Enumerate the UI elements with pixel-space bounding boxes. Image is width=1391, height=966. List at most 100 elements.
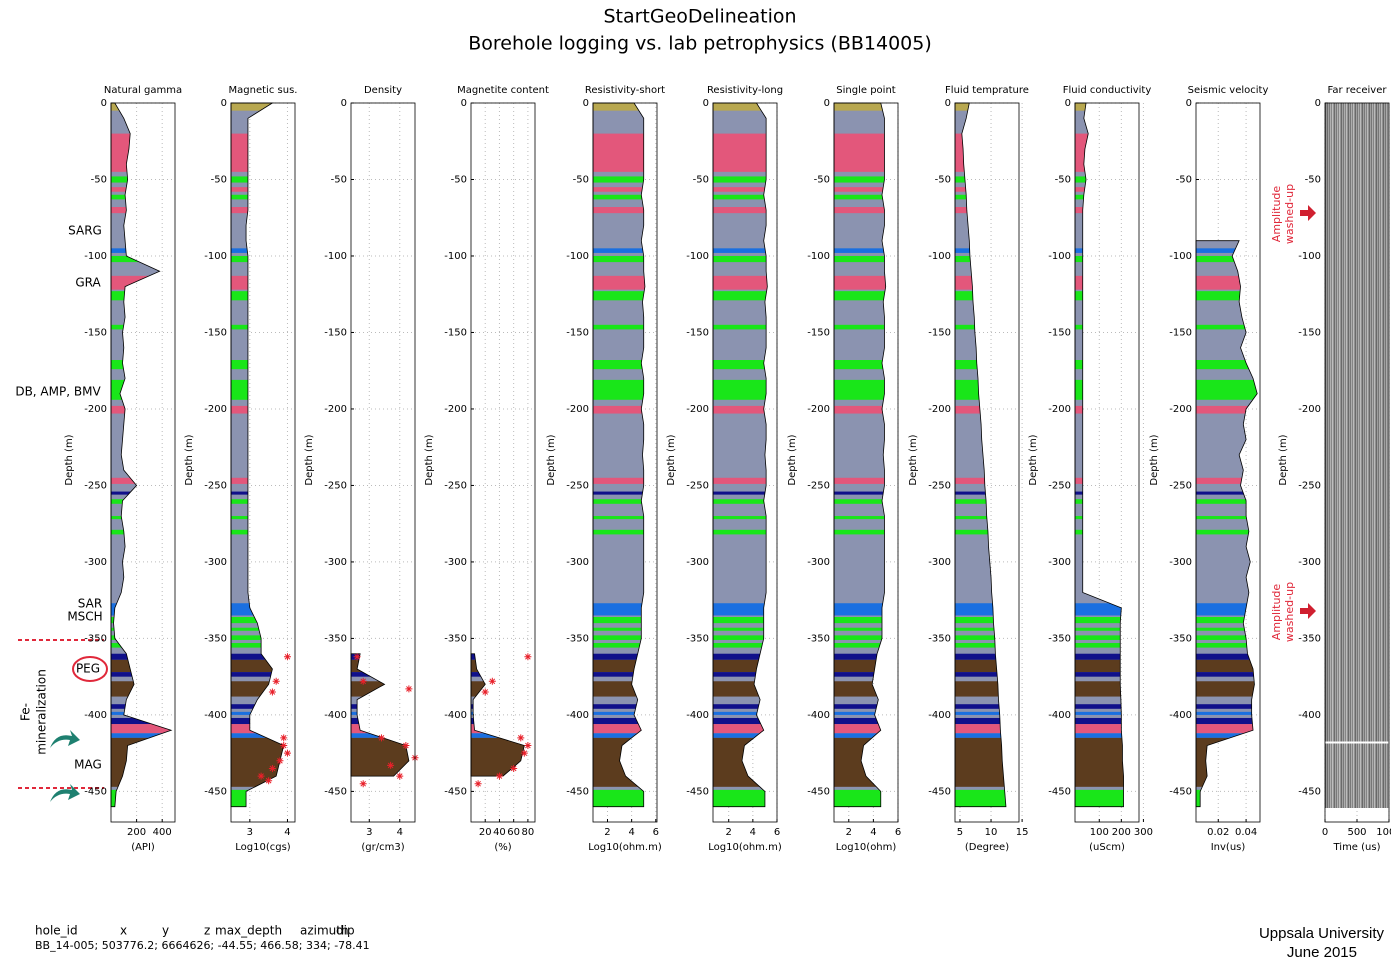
- y-tick-label: -350: [928, 633, 951, 644]
- lithology-band: [1075, 654, 1139, 660]
- lab-point: [517, 734, 524, 741]
- lithology-band: [111, 738, 175, 787]
- y-tick-label: -150: [204, 327, 227, 338]
- y-tick-label: -200: [807, 404, 830, 415]
- lithology-band: [1075, 712, 1139, 715]
- lithology-band: [593, 406, 657, 414]
- lithology-band: [955, 134, 1019, 172]
- lithology-band: [111, 635, 175, 640]
- lithology-band: [231, 718, 295, 724]
- lithology-band: [471, 291, 535, 300]
- lithology-band: [351, 603, 415, 615]
- lithology-band: [111, 516, 175, 519]
- x-tick-label: 2: [726, 827, 732, 838]
- x-tick-label: 1000: [1376, 827, 1391, 838]
- lithology-band: [713, 406, 777, 414]
- lithology-band: [955, 478, 1019, 484]
- lithology-band: [1196, 360, 1260, 369]
- y-tick-label: 0: [1186, 98, 1192, 109]
- y-axis-label: Depth (m): [787, 434, 798, 485]
- lithology-band: [1196, 134, 1260, 172]
- x-tick-label: 400: [153, 827, 172, 838]
- x-tick-label: 0.02: [1207, 827, 1229, 838]
- lithology-band: [1075, 325, 1139, 330]
- y-axis-label: Depth (m): [546, 434, 557, 485]
- lithology-band: [1075, 516, 1139, 519]
- lithology-band: [471, 660, 535, 672]
- y-tick-label: -100: [204, 251, 227, 262]
- lithology-band: [231, 134, 295, 172]
- y-tick-label: -400: [204, 710, 227, 721]
- lithology-band: [1075, 499, 1139, 504]
- lithology-band: [713, 134, 777, 172]
- lithology-band: [471, 325, 535, 330]
- y-tick-label: -100: [566, 251, 589, 262]
- lithology-band: [351, 643, 415, 648]
- lithology-band: [471, 499, 535, 504]
- lithology-band: [111, 134, 175, 172]
- lithology-band: [1196, 712, 1260, 715]
- lithology-band: [351, 291, 415, 300]
- lithology-band: [713, 628, 777, 631]
- lithology-band: [351, 276, 415, 290]
- lithology-band: [955, 660, 1019, 672]
- y-tick-label: -400: [1048, 710, 1071, 721]
- rock-label: SARG: [68, 224, 102, 238]
- lithology-band: [351, 256, 415, 262]
- y-tick-label: -300: [1048, 557, 1071, 568]
- x-tick-label: 40: [493, 827, 506, 838]
- lab-point: [284, 653, 291, 660]
- rock-label: PEG: [76, 662, 100, 676]
- y-tick-label: -450: [1048, 786, 1071, 797]
- rock-label: SAR: [78, 597, 102, 611]
- lithology-band: [713, 360, 777, 369]
- lithology-band: [593, 516, 657, 519]
- lithology-band: [1196, 654, 1260, 660]
- lithology-band: [231, 360, 295, 369]
- lithology-band: [471, 478, 535, 484]
- lithology-band: [351, 530, 415, 535]
- y-tick-label: -50: [91, 174, 107, 185]
- lithology-band: [593, 291, 657, 300]
- y-tick-label: -50: [211, 174, 227, 185]
- lithology-band: [1075, 733, 1139, 738]
- y-tick-label: -200: [1048, 404, 1071, 415]
- lithology-band: [955, 628, 1019, 631]
- y-tick-label: -300: [686, 557, 709, 568]
- lithology-band: [471, 790, 535, 810]
- x-tick-label: 3: [366, 827, 372, 838]
- lithology-band: [593, 256, 657, 262]
- lithology-band: [111, 530, 175, 535]
- lithology-band: [351, 380, 415, 400]
- lithology-band: [471, 256, 535, 262]
- y-tick-label: -250: [1298, 480, 1321, 491]
- y-tick-label: -200: [566, 404, 589, 415]
- arrow-icon: [1300, 603, 1316, 619]
- y-tick-label: -50: [451, 174, 467, 185]
- lithology-band: [834, 478, 898, 484]
- y-axis-label: Depth (m): [1278, 434, 1289, 485]
- x-tick-label: 200: [127, 827, 146, 838]
- y-tick-label: 0: [461, 98, 467, 109]
- lithology-band: [593, 187, 657, 192]
- lithology-band: [593, 628, 657, 631]
- y-tick-label: -300: [1298, 557, 1321, 568]
- lithology-band: [834, 380, 898, 400]
- y-tick-label: -350: [566, 633, 589, 644]
- y-tick-label: 0: [824, 98, 830, 109]
- y-tick-label: -450: [928, 786, 951, 797]
- y-tick-label: -250: [324, 480, 347, 491]
- lithology-band: [955, 672, 1019, 677]
- y-tick-label: -50: [331, 174, 347, 185]
- lithology-band: [834, 672, 898, 677]
- lithology-band: [593, 603, 657, 615]
- lithology-band: [231, 207, 295, 213]
- y-tick-label: -400: [1169, 710, 1192, 721]
- date: June 2015: [1287, 944, 1357, 961]
- lithology-band: [111, 704, 175, 709]
- y-tick-label: -350: [1169, 633, 1192, 644]
- y-tick-label: 0: [1065, 98, 1071, 109]
- y-tick-label: -100: [324, 251, 347, 262]
- y-tick-label: -400: [686, 710, 709, 721]
- y-tick-label: -300: [204, 557, 227, 568]
